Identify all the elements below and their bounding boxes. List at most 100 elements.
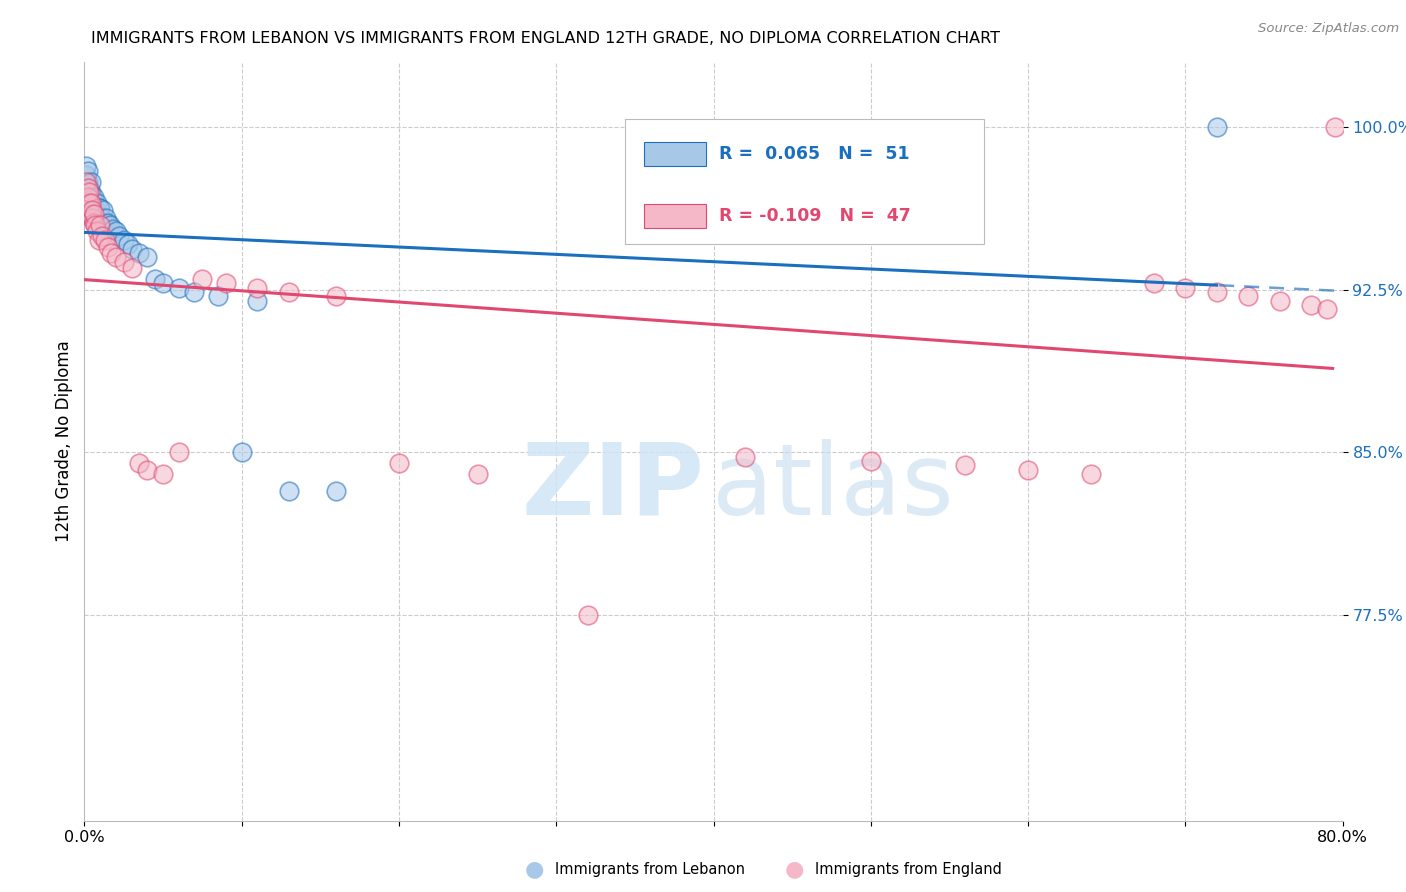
Point: [1174, 281, 1197, 295]
Point: [83, 216, 105, 230]
Point: [76, 175, 98, 189]
Point: [77, 196, 100, 211]
Point: [100, 246, 122, 260]
Point: [79, 196, 101, 211]
Point: [76, 196, 98, 211]
Text: R = -0.109   N =  47: R = -0.109 N = 47: [718, 207, 910, 226]
Point: [152, 277, 174, 291]
Text: ZIP: ZIP: [522, 439, 704, 535]
Point: [77, 186, 100, 200]
Point: [98, 218, 121, 232]
Point: [117, 237, 139, 252]
Point: [87, 201, 110, 215]
Point: [77, 181, 100, 195]
Point: [76, 181, 98, 195]
Point: [128, 456, 150, 470]
Text: ●: ●: [785, 860, 804, 880]
Point: [1323, 120, 1346, 135]
Y-axis label: 12th Grade, No Diploma: 12th Grade, No Diploma: [55, 341, 73, 542]
Point: [83, 190, 105, 204]
Point: [94, 216, 117, 230]
Point: [82, 207, 104, 221]
Point: [104, 251, 127, 265]
Point: [83, 207, 105, 221]
Text: R =  0.065   N =  51: R = 0.065 N = 51: [718, 145, 910, 163]
Point: [143, 272, 166, 286]
Point: [1316, 302, 1339, 317]
Point: [75, 168, 97, 182]
Point: [87, 233, 110, 247]
Point: [277, 285, 299, 299]
Point: [82, 202, 104, 217]
FancyBboxPatch shape: [626, 120, 984, 244]
Point: [231, 445, 253, 459]
Point: [89, 211, 111, 226]
Point: [89, 218, 111, 232]
Point: [955, 458, 977, 473]
Point: [112, 233, 135, 247]
Point: [86, 224, 108, 238]
Point: [108, 228, 131, 243]
FancyBboxPatch shape: [644, 142, 706, 166]
Point: [1268, 293, 1291, 308]
Point: [90, 211, 112, 226]
Point: [84, 201, 107, 215]
Point: [1080, 467, 1102, 481]
Text: Immigrants from Lebanon: Immigrants from Lebanon: [555, 863, 745, 877]
Point: [215, 277, 238, 291]
Point: [136, 251, 159, 265]
Point: [207, 289, 229, 303]
Point: [82, 211, 104, 226]
Text: ●: ●: [524, 860, 544, 880]
Point: [388, 456, 411, 470]
Point: [325, 484, 347, 499]
Point: [94, 233, 117, 247]
Point: [86, 207, 108, 221]
Point: [79, 207, 101, 221]
Point: [1017, 463, 1039, 477]
Point: [84, 211, 107, 226]
Point: [859, 454, 882, 468]
Point: [90, 228, 112, 243]
Point: [76, 163, 98, 178]
Point: [112, 254, 135, 268]
Point: [89, 201, 111, 215]
Point: [167, 281, 190, 295]
Point: [121, 242, 143, 256]
Point: [96, 211, 118, 226]
Point: [1206, 285, 1229, 299]
Point: [77, 207, 100, 221]
Text: Immigrants from England: Immigrants from England: [815, 863, 1002, 877]
Point: [83, 211, 105, 226]
Point: [91, 216, 114, 230]
Point: [128, 246, 150, 260]
Point: [1237, 289, 1260, 303]
Point: [79, 186, 101, 200]
Point: [167, 445, 190, 459]
Point: [104, 224, 127, 238]
FancyBboxPatch shape: [644, 204, 706, 228]
Point: [101, 222, 124, 236]
Point: [734, 450, 756, 464]
Point: [87, 211, 110, 226]
Point: [86, 218, 108, 232]
Text: Source: ZipAtlas.com: Source: ZipAtlas.com: [1258, 22, 1399, 36]
Text: atlas: atlas: [713, 439, 953, 535]
Point: [75, 160, 97, 174]
Point: [246, 281, 269, 295]
Point: [79, 196, 101, 211]
Point: [152, 467, 174, 481]
Point: [1143, 277, 1166, 291]
Point: [97, 239, 120, 253]
Point: [91, 202, 114, 217]
Point: [277, 484, 299, 499]
Point: [77, 190, 100, 204]
Point: [97, 216, 120, 230]
Point: [86, 196, 108, 211]
Point: [79, 175, 101, 189]
Point: [121, 261, 143, 276]
Point: [82, 190, 104, 204]
Point: [325, 289, 347, 303]
Point: [76, 190, 98, 204]
Point: [84, 218, 107, 232]
